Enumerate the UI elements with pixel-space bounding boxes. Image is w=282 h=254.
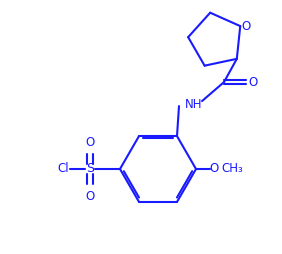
Text: NH: NH <box>185 98 203 110</box>
Text: CH₃: CH₃ <box>221 163 243 176</box>
Text: O: O <box>85 135 95 149</box>
Text: Cl: Cl <box>57 163 69 176</box>
Text: O: O <box>242 20 251 33</box>
Text: O: O <box>248 76 258 89</box>
Text: S: S <box>86 163 94 176</box>
Text: O: O <box>85 189 95 202</box>
Text: O: O <box>209 163 219 176</box>
